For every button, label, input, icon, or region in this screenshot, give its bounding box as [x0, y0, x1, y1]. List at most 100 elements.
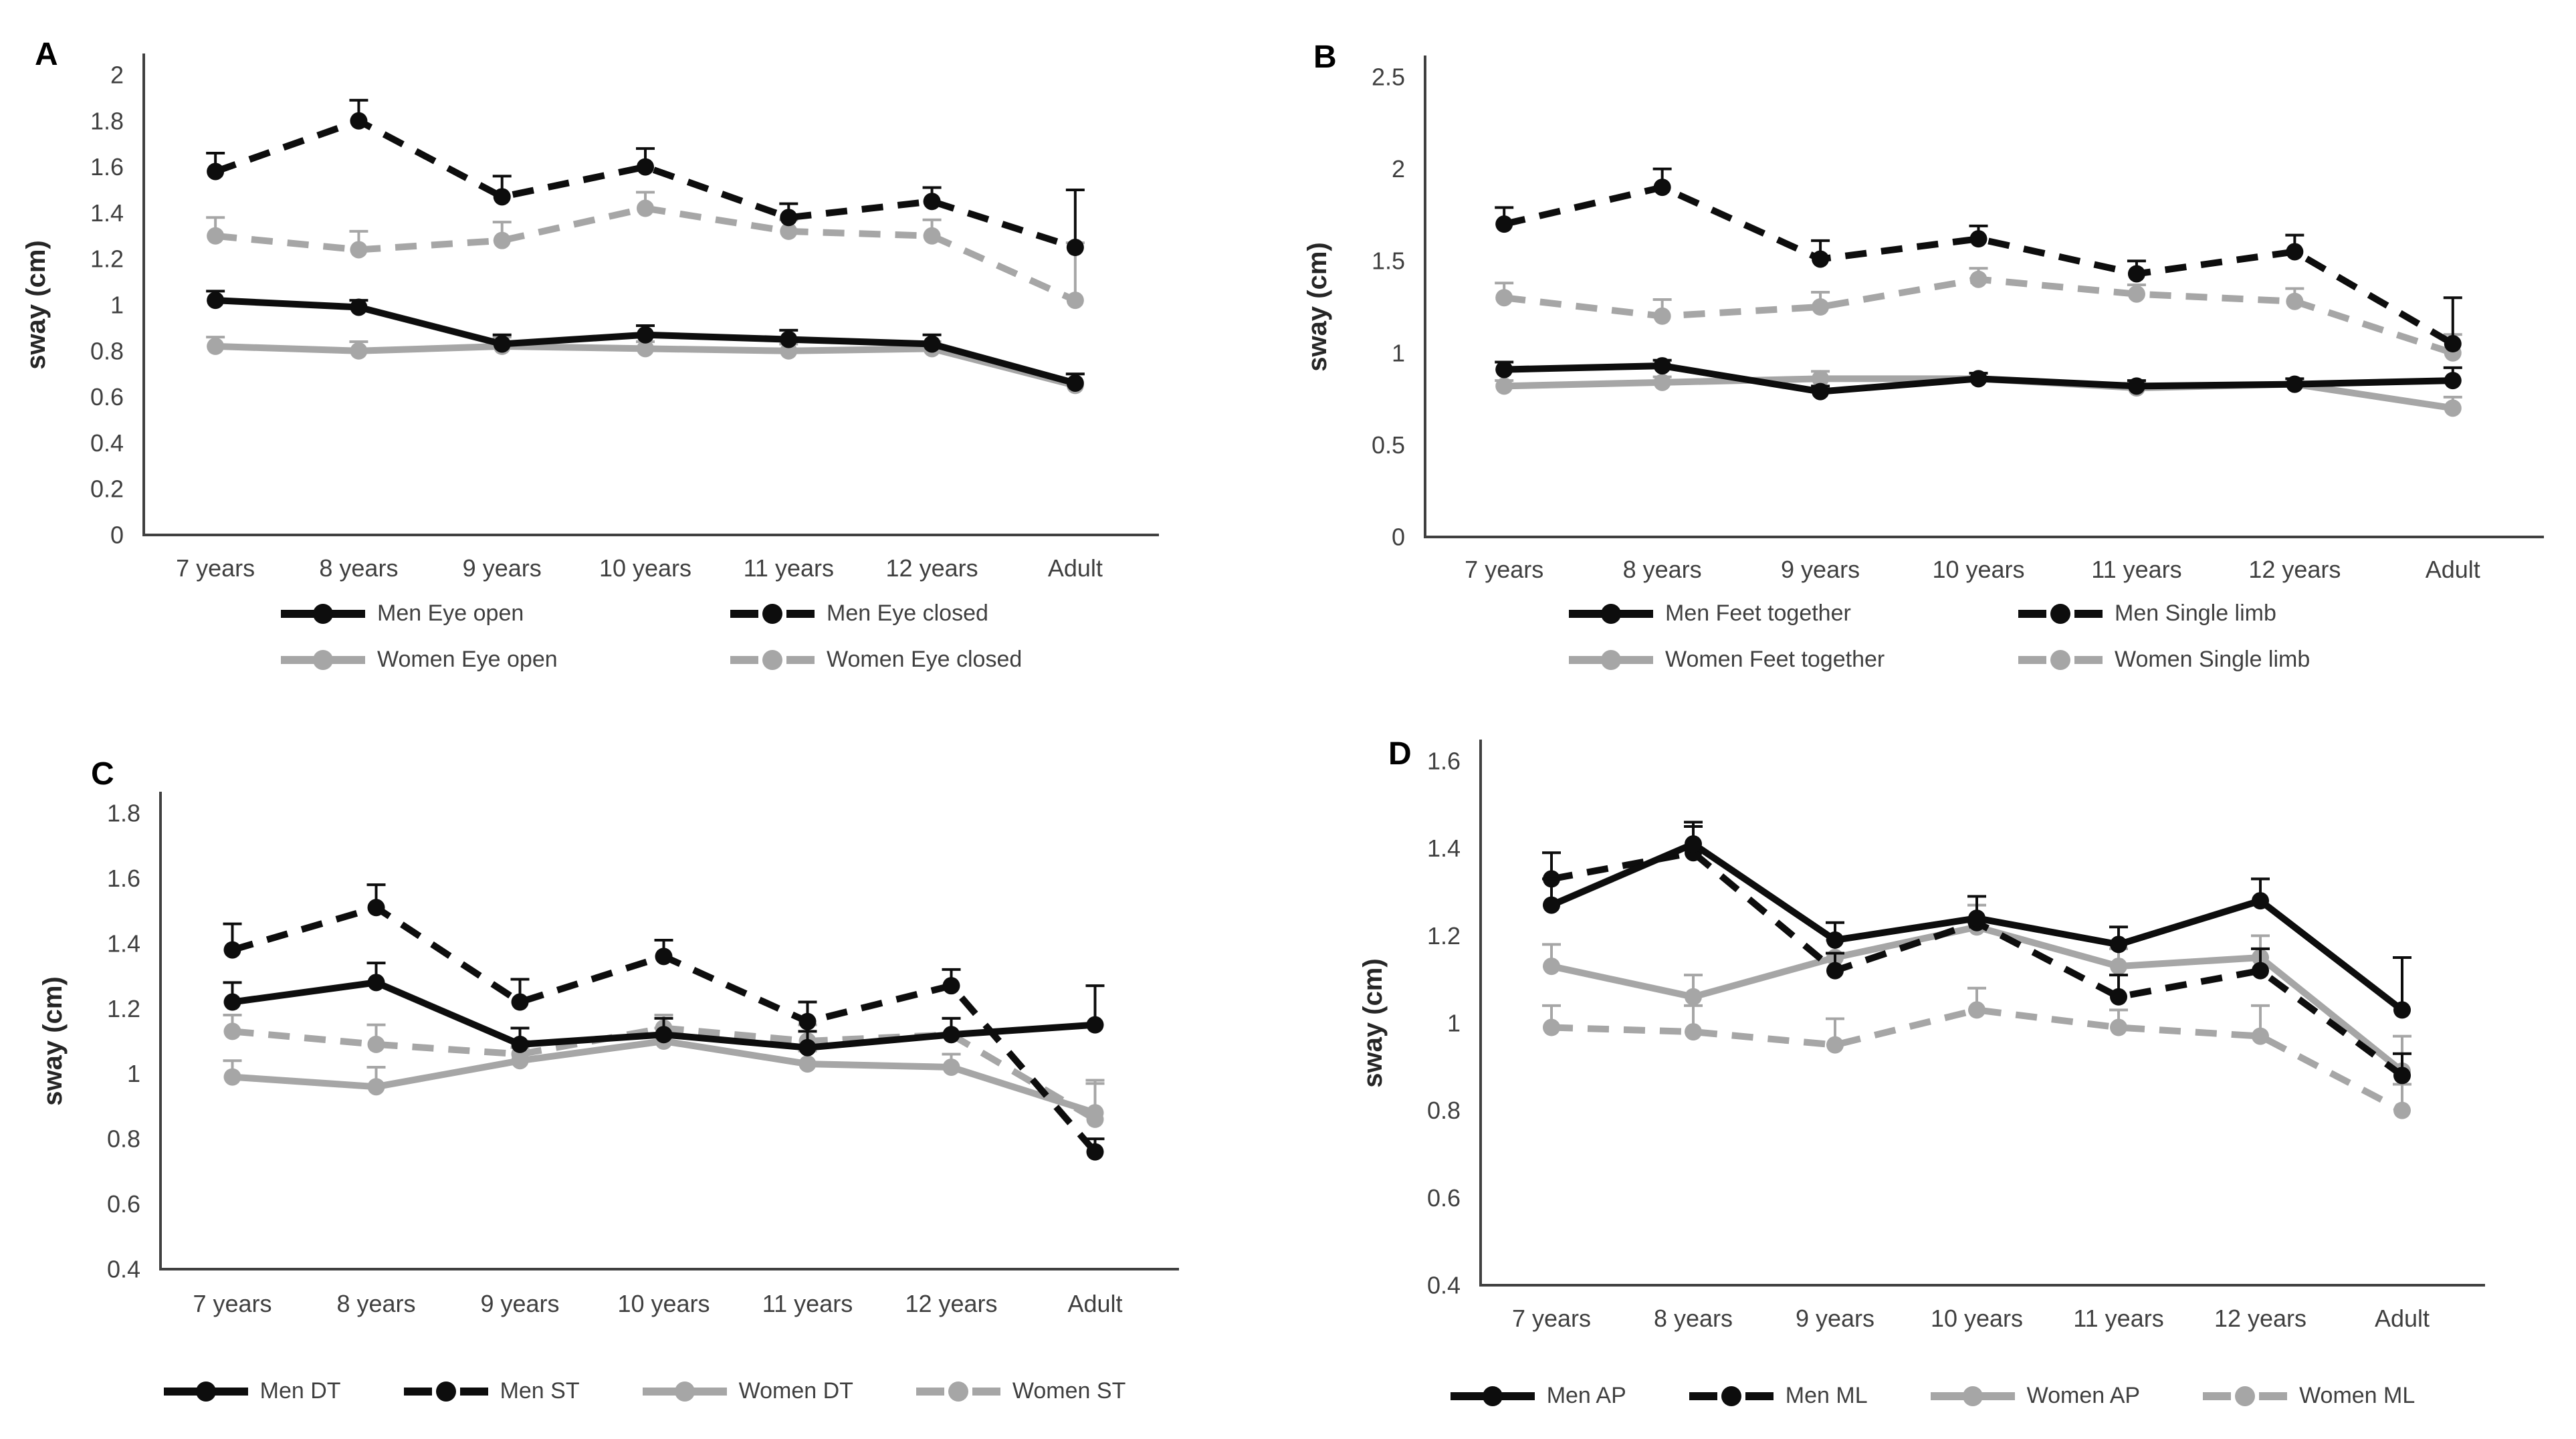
legend-item-women-ap: Women AP	[1929, 1383, 2140, 1409]
y-axis-title: sway (cm)	[38, 976, 68, 1105]
legend-label: Men DT	[259, 1378, 341, 1404]
data-point-marker	[223, 1068, 241, 1086]
data-point-marker	[637, 158, 654, 176]
solid-line-marker-icon	[1930, 1386, 2015, 1406]
data-point-marker	[2286, 243, 2304, 261]
series-line	[214, 117, 1077, 251]
data-point-marker	[1543, 896, 1560, 914]
data-point-marker	[637, 199, 654, 217]
y-tick-label: 0.8	[90, 337, 124, 364]
legend-item-women-feet-together: Women Feet together	[1568, 647, 2017, 673]
y-tick-label: 0.4	[1427, 1272, 1461, 1299]
data-point-marker	[1086, 1016, 1104, 1034]
legend-b: Men Feet together Men Single limb Women Fe…	[1288, 600, 2576, 673]
legend-label: Women ST	[1012, 1378, 1126, 1404]
data-point-marker	[2110, 1018, 2127, 1036]
data-point-marker	[1495, 289, 1513, 307]
legend-label: Women Eye closed	[827, 647, 1023, 672]
dashed-line-marker-icon	[916, 1381, 1000, 1402]
data-point-marker	[367, 899, 385, 917]
y-axis-title: sway (cm)	[1303, 242, 1332, 371]
x-tick-label: 7 years	[176, 554, 255, 582]
data-point-marker	[2444, 335, 2462, 353]
y-tick-label: 1	[127, 1060, 140, 1087]
y-tick-label: 0	[110, 522, 124, 549]
legend-item-men-eye-closed: Men Eye closed	[729, 600, 1022, 627]
dashed-line-marker-icon	[730, 649, 815, 670]
x-tick-label: 8 years	[336, 1290, 415, 1317]
data-point-marker	[1066, 239, 1084, 256]
chart-d: 0.4 0.6 0.8 1 1.2 1.4 1.6 7 years 8 years 9 years…	[1358, 740, 2485, 1332]
data-point-marker	[2110, 958, 2127, 976]
data-point-marker	[1543, 958, 1560, 976]
data-point-marker	[655, 948, 673, 966]
data-point-marker	[1066, 292, 1084, 310]
y-tick-label: 2	[1392, 155, 1405, 183]
data-point-marker	[207, 292, 225, 310]
legend-item-women-st: Women ST	[915, 1378, 1125, 1404]
data-point-marker	[2286, 375, 2304, 393]
legend-label: Men Eye open	[377, 600, 524, 626]
y-tick-label: 1.2	[107, 995, 140, 1022]
data-point-marker	[1812, 370, 1830, 388]
data-point-marker	[2252, 892, 2269, 910]
solid-line-marker-icon	[281, 649, 365, 670]
legend-d: Men AP Men ML Women AP Women ML	[1288, 1383, 2576, 1409]
data-point-marker	[1826, 931, 1844, 949]
x-tick-label: Adult	[1048, 554, 1103, 582]
data-point-marker	[798, 1012, 817, 1030]
panel-label-a: A	[35, 37, 58, 72]
data-point-marker	[942, 1026, 960, 1044]
data-point-marker	[350, 112, 368, 130]
data-point-marker	[2127, 377, 2145, 395]
legend-item-women-dt: Women DT	[641, 1378, 853, 1404]
x-tick-label: Adult	[2426, 556, 2480, 583]
data-point-marker	[1685, 988, 1702, 1006]
y-tick-label: 0.6	[1427, 1184, 1461, 1212]
data-point-marker	[1826, 962, 1844, 980]
data-point-marker	[207, 337, 225, 355]
data-point-marker	[1495, 377, 1513, 395]
data-point-marker	[367, 1035, 385, 1053]
data-point-marker	[1543, 1018, 1560, 1036]
data-point-marker	[223, 993, 241, 1011]
data-point-marker	[780, 222, 798, 240]
dashed-line-marker-icon	[1689, 1386, 1774, 1406]
y-tick-label: 0.6	[90, 383, 124, 411]
data-point-marker	[511, 1035, 529, 1053]
x-tick-label: 8 years	[319, 554, 398, 582]
legend-label: Women DT	[738, 1378, 853, 1404]
legend-label: Women Eye open	[377, 647, 558, 672]
data-point-marker	[1968, 1001, 1985, 1019]
y-tick-label: 0.4	[107, 1256, 140, 1283]
dashed-line-marker-icon	[2018, 603, 2103, 624]
y-tick-label: 1	[1392, 339, 1405, 366]
legend-item-men-dt: Men DT	[163, 1378, 341, 1404]
legend-label: Men Eye closed	[827, 600, 988, 626]
data-point-marker	[2110, 988, 2127, 1006]
data-point-marker	[923, 335, 941, 353]
y-tick-label: 0.2	[90, 475, 124, 503]
legend-label: Men Single limb	[2115, 600, 2276, 626]
data-point-marker	[511, 993, 529, 1011]
x-tick-label: 11 years	[762, 1290, 853, 1317]
y-tick-label: 1.8	[107, 800, 140, 827]
x-tick-label: 8 years	[1623, 556, 1702, 583]
data-point-marker	[2286, 292, 2304, 310]
legend-label: Women ML	[2299, 1383, 2416, 1408]
data-point-marker	[367, 1078, 385, 1096]
y-tick-label: 0	[1392, 524, 1405, 551]
x-tick-label: 12 years	[905, 1290, 997, 1317]
x-tick-label: Adult	[1067, 1290, 1122, 1317]
y-axis-title: sway (cm)	[1358, 958, 1388, 1087]
y-tick-label: 1.6	[90, 153, 124, 181]
data-point-marker	[2393, 1067, 2411, 1085]
legend-label: Men ST	[500, 1378, 580, 1404]
series-women-ml	[1542, 986, 2411, 1119]
data-point-marker	[1969, 230, 1988, 248]
data-point-marker	[223, 941, 241, 959]
data-point-marker	[2444, 372, 2462, 390]
series-men-single-limb	[1495, 167, 2462, 353]
legend-item-men-ap: Men AP	[1449, 1383, 1626, 1409]
data-point-marker	[511, 1052, 529, 1070]
